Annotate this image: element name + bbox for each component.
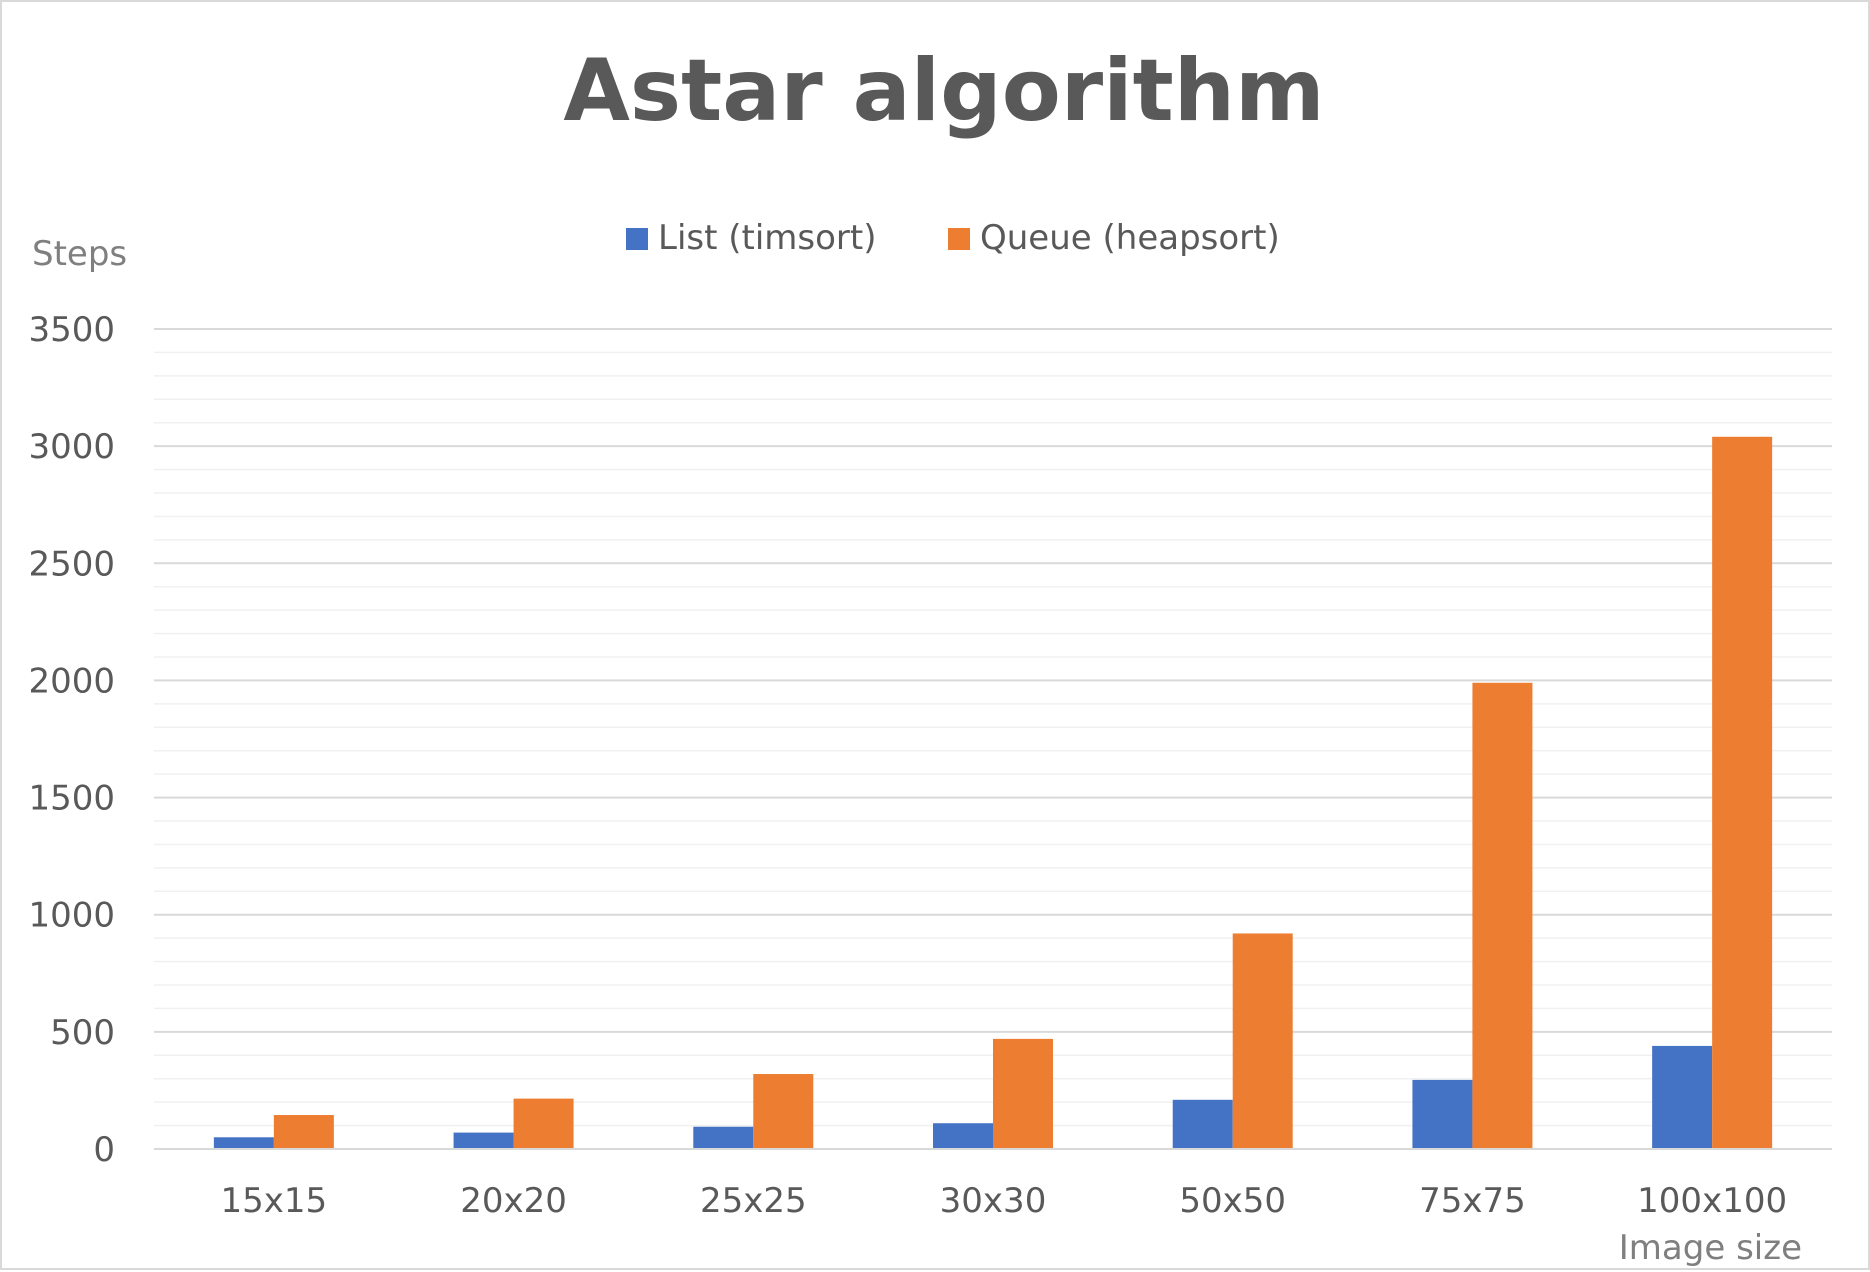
y-tick-label: 3000	[28, 427, 115, 467]
legend-label: Queue (heapsort)	[980, 218, 1280, 258]
minor-gridlines	[154, 351, 1832, 1127]
bars	[213, 436, 1773, 1149]
bar-queue-heapsort-50x50	[1232, 933, 1293, 1149]
y-tick-label: 500	[50, 1013, 115, 1053]
legend-label: List (timsort)	[658, 218, 877, 258]
legend-swatch	[626, 228, 648, 250]
y-tick-label: 2000	[28, 661, 115, 701]
bar-list-timsort-75x75	[1412, 1079, 1473, 1149]
x-tick-label: 100x100	[1637, 1181, 1787, 1221]
major-gridlines	[154, 328, 1832, 1033]
bar-list-timsort-25x25	[693, 1126, 754, 1149]
x-tick-label: 30x30	[940, 1181, 1047, 1221]
x-tick-labels: 15x15 20x20 25x25 30x30 50x50 75x75 100x100	[221, 1181, 1788, 1221]
legend-item-list-timsort: List (timsort)	[626, 218, 877, 258]
x-tick-label: 25x25	[700, 1181, 807, 1221]
bar-queue-heapsort-20x20	[513, 1098, 574, 1149]
bar-list-timsort-20x20	[453, 1132, 514, 1149]
bar-queue-heapsort-25x25	[753, 1074, 814, 1149]
legend: List (timsort) Queue (heapsort)	[626, 218, 1280, 258]
bar-queue-heapsort-75x75	[1472, 682, 1533, 1149]
x-tick-label: 15x15	[221, 1181, 328, 1221]
x-axis-title: Image size	[1619, 1228, 1802, 1268]
bar-list-timsort-50x50	[1172, 1099, 1233, 1149]
y-tick-labels: 0 500 1000 1500 2000 2500 3000 3500	[28, 310, 115, 1170]
x-tick-label: 50x50	[1179, 1181, 1286, 1221]
y-tick-label: 1500	[28, 779, 115, 819]
x-tick-label: 75x75	[1419, 1181, 1526, 1221]
bar-queue-heapsort-15x15	[273, 1115, 334, 1149]
bar-list-timsort-30x30	[933, 1123, 993, 1149]
y-tick-label: 2500	[28, 544, 115, 584]
y-tick-label: 0	[93, 1130, 115, 1170]
bar-queue-heapsort-100x100	[1712, 436, 1773, 1149]
legend-item-queue-heapsort: Queue (heapsort)	[948, 218, 1280, 258]
y-axis-title: Steps	[32, 234, 127, 274]
bar-list-timsort-15x15	[213, 1137, 274, 1149]
x-tick-label: 20x20	[460, 1181, 567, 1221]
y-tick-label: 3500	[28, 310, 115, 350]
y-tick-label: 1000	[28, 896, 115, 936]
chart-title: Astar algorithm	[563, 41, 1324, 141]
bar-queue-heapsort-30x30	[993, 1038, 1053, 1149]
legend-swatch	[948, 228, 970, 250]
bar-list-timsort-100x100	[1652, 1045, 1713, 1149]
